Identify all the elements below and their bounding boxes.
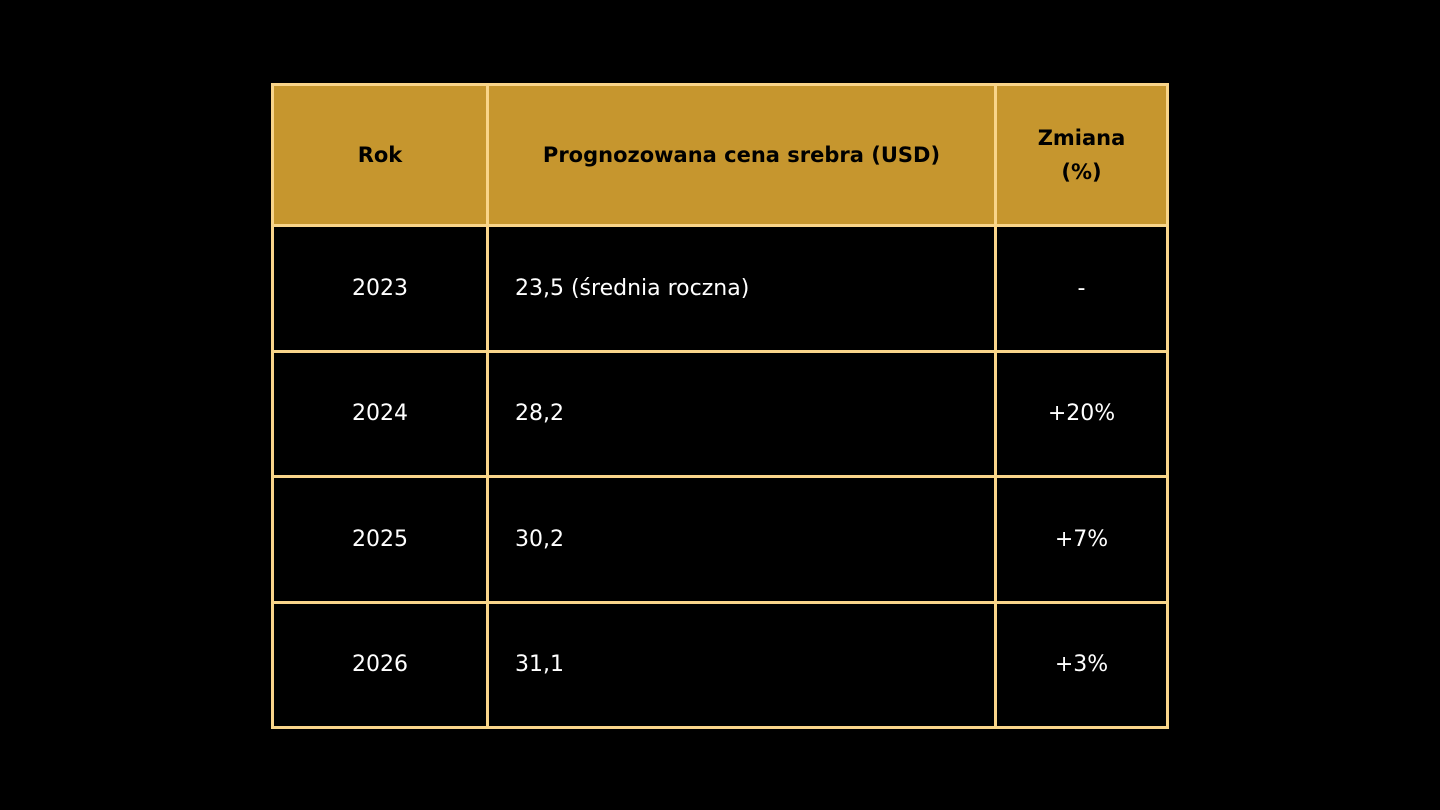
cell-year: 2023	[271, 224, 489, 353]
table-row: 2024 28,2 +20%	[271, 349, 1169, 478]
cell-change: +3%	[994, 600, 1169, 729]
cell-year: 2025	[271, 475, 489, 604]
silver-forecast-table: Rok Prognozowana cena srebra (USD) Zmian…	[271, 83, 1169, 729]
cell-price: 31,1	[486, 600, 997, 729]
header-change: Zmiana (%)	[994, 83, 1169, 227]
cell-price: 23,5 (średnia roczna)	[486, 224, 997, 353]
header-year: Rok	[271, 83, 489, 227]
table-row: 2026 31,1 +3%	[271, 600, 1169, 729]
cell-change: +20%	[994, 349, 1169, 478]
cell-price: 28,2	[486, 349, 997, 478]
table-row: 2025 30,2 +7%	[271, 475, 1169, 604]
cell-year: 2026	[271, 600, 489, 729]
table-header-row: Rok Prognozowana cena srebra (USD) Zmian…	[271, 83, 1169, 227]
cell-price: 30,2	[486, 475, 997, 604]
header-change-line2: (%)	[1061, 160, 1102, 184]
header-price: Prognozowana cena srebra (USD)	[486, 83, 997, 227]
cell-year: 2024	[271, 349, 489, 478]
cell-change: +7%	[994, 475, 1169, 604]
cell-change: -	[994, 224, 1169, 353]
header-change-line1: Zmiana	[1037, 126, 1126, 150]
table-row: 2023 23,5 (średnia roczna) -	[271, 224, 1169, 353]
